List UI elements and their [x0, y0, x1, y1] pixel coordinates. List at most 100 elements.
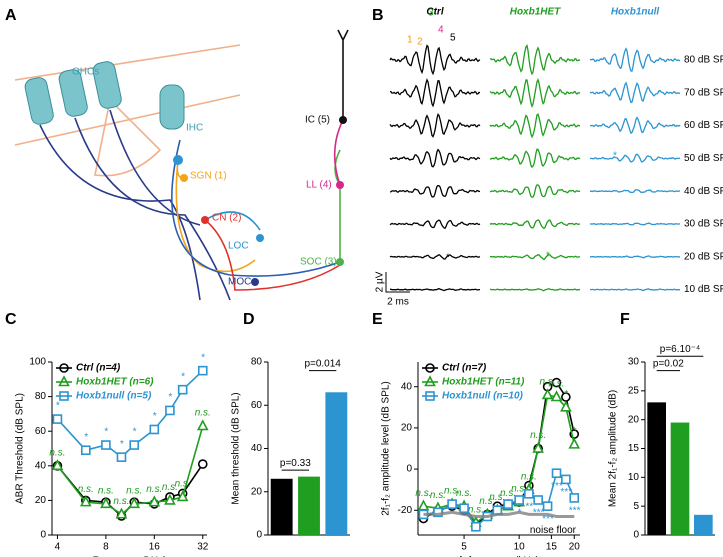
significance-label: n.s.: [540, 377, 556, 388]
data-point: [197, 365, 208, 376]
y-tick-label: 10: [628, 472, 640, 483]
data-point: [532, 441, 544, 453]
x-tick-label: 4: [55, 542, 61, 553]
abr-waveform: [589, 47, 681, 72]
y-tick-label: 100: [29, 357, 46, 368]
data-point: [550, 390, 563, 402]
x-tick-label: 20: [569, 542, 581, 553]
peak-label: 1: [407, 35, 413, 46]
legend-label: Hoxb1null (n=10): [442, 391, 524, 402]
anatomy-label: SGN (1): [190, 171, 227, 182]
abr-waveform: [489, 148, 581, 169]
x-tick-label: 16: [149, 542, 161, 553]
data-point: [51, 459, 64, 471]
y-tick-label: 20: [401, 423, 413, 434]
abr-waveform: [389, 219, 481, 230]
legend-label: Ctrl (n=4): [76, 363, 121, 374]
data-point: [149, 424, 160, 435]
data-point: [165, 405, 175, 416]
anatomy-label: LOC: [228, 241, 249, 252]
y-tick-label: 80: [35, 391, 47, 402]
legend-label: Hoxb1HET (n=11): [442, 377, 525, 388]
abr-waveform: [489, 184, 581, 198]
scale-bar: [385, 272, 410, 293]
significance-label: n.s.: [530, 430, 546, 441]
x-axis-label: Frequency (kHz): [93, 556, 167, 557]
column-header: Hoxb1null: [611, 7, 660, 18]
significance-label: *: [564, 389, 569, 400]
x-tick-label: 5: [461, 542, 467, 553]
bar: [298, 476, 320, 535]
peak-label: 2: [417, 37, 423, 48]
significance-label: n.s.: [415, 488, 431, 499]
level-label: 70 dB SPL: [684, 87, 723, 98]
legend-label: Hoxb1null (n=5): [76, 391, 152, 402]
abr-waveform: [389, 78, 481, 108]
significance-label: *: [120, 439, 125, 450]
abr-waveform: [589, 288, 680, 292]
panel-letter: A: [5, 7, 17, 24]
p-value: p=0.33: [280, 458, 311, 469]
bar: [647, 402, 666, 535]
significance-label: n.s.: [479, 496, 495, 507]
y-axis-label: ABR Threshold (dB SPL): [15, 393, 26, 504]
y-tick-label: 60: [251, 400, 263, 411]
level-label: 80 dB SPL: [684, 55, 723, 66]
legend-label: Hoxb1HET (n=6): [76, 377, 154, 388]
panel-letter: E: [372, 311, 383, 328]
data-point: [115, 507, 128, 519]
data-point: [561, 474, 571, 485]
threshold-mark: *: [546, 251, 550, 262]
abr-waveform: [390, 288, 480, 292]
abr-waveform: [389, 253, 481, 260]
data-point: [100, 497, 112, 509]
significance-label: n.s.: [511, 484, 527, 495]
level-label: 10 dB SPL: [684, 284, 723, 295]
abr-waveform: [589, 116, 681, 135]
abr-waveform: [489, 78, 581, 108]
significance-label: n.s.: [78, 484, 94, 495]
column-header: Ctrl: [426, 7, 443, 18]
significance-label: n.s.: [126, 486, 142, 497]
data-point: [533, 495, 543, 505]
significance-label: n.s.: [489, 492, 505, 503]
data-point: [128, 497, 141, 509]
abr-waveform: [389, 44, 481, 76]
anatomy-label: SOC (3): [300, 257, 337, 268]
anatomy-label: OHCs: [72, 67, 99, 78]
legend-label: Ctrl (n=7): [442, 363, 487, 374]
data-point: [80, 445, 91, 456]
y-axis-label: Mean 2f₁-f₂ amplitude (dB): [608, 390, 619, 507]
p-value: p=6.10⁻⁴: [660, 344, 700, 355]
abr-waveform: [389, 113, 481, 138]
abr-waveform: [489, 44, 581, 76]
significance-label: n.s.: [500, 488, 516, 499]
column-header: Hoxb1HET: [510, 7, 561, 18]
data-point: [177, 384, 188, 395]
significance-label: *: [152, 411, 157, 422]
significance-label: **: [525, 501, 534, 512]
data-point: [164, 493, 176, 505]
abr-waveform: [489, 288, 581, 292]
anatomy-label: CN (2): [212, 213, 241, 224]
scale-label: 2 µV: [375, 271, 386, 292]
data-point: [568, 437, 581, 449]
significance-label: n.s.: [49, 447, 65, 458]
abr-waveform: [589, 255, 681, 259]
data-point: [196, 419, 209, 431]
data-point: [176, 490, 189, 502]
significance-label: n.s.: [444, 486, 460, 497]
y-tick-label: 40: [251, 443, 263, 454]
abr-waveform: [589, 189, 680, 194]
significance-label: *: [84, 432, 89, 443]
significance-label: n.s.: [113, 496, 129, 507]
abr-waveform: [389, 184, 481, 198]
panel-letter: F: [620, 311, 630, 328]
significance-label: n.s.: [430, 490, 446, 501]
anatomy-label: IHC: [186, 123, 203, 134]
significance-label: *: [201, 352, 206, 363]
y-tick-label: 0: [406, 464, 412, 475]
y-tick-label: 40: [401, 381, 413, 392]
data-point: [551, 377, 562, 388]
